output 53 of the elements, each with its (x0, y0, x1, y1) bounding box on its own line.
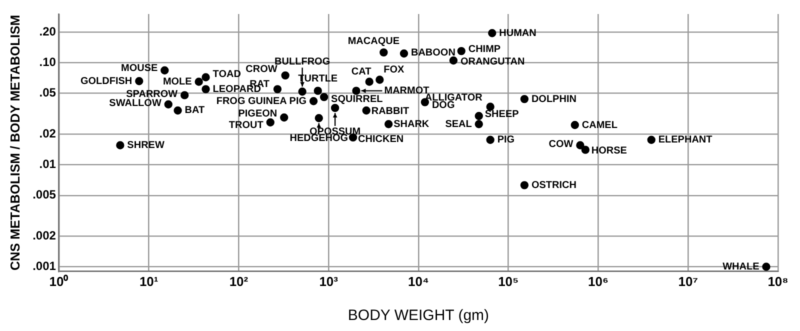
data-label: TOAD (212, 68, 241, 80)
data-label: GOLDFISH (80, 76, 132, 87)
data-label: CHICKEN (358, 134, 404, 146)
x-tick-label: 10⁶ (588, 274, 608, 289)
data-label: DOLPHIN (531, 94, 576, 105)
data-label: SHREW (127, 140, 165, 152)
data-label: BAT (184, 105, 205, 116)
data-label: COW (548, 139, 574, 150)
data-label: CAT (351, 66, 372, 78)
x-tick-label: 10³ (319, 274, 339, 289)
data-label: CAMEL (582, 120, 618, 131)
x-tick-label: 10² (229, 274, 249, 289)
y-tick-label: .05 (39, 86, 56, 100)
x-axis-title: BODY WEIGHT (gm) (348, 307, 490, 324)
data-label: WHALE (722, 261, 760, 272)
data-label: SPARROW (126, 88, 178, 100)
data-label: PIG (497, 134, 515, 146)
data-label: FROG GUINEA PIG (216, 96, 307, 107)
data-label: TROUT (228, 120, 264, 132)
y-tick-label: .005 (32, 188, 56, 202)
x-tick-label: 10⁰ (49, 274, 69, 289)
data-label: RABBIT (371, 106, 410, 118)
data-label: SHEEP (484, 108, 520, 120)
y-tick-label: .20 (39, 24, 56, 38)
data-label: BABOON (410, 47, 456, 58)
y-tick-label: .001 (32, 259, 56, 274)
data-label: FOX (384, 64, 405, 76)
data-label: SQUIRREL (331, 94, 383, 105)
y-tick-label: .02 (39, 126, 56, 140)
data-label: MOUSE (120, 63, 158, 74)
data-label: MACAQUE (348, 36, 400, 48)
data-label: MOLE (162, 76, 192, 88)
data-label: ORANGUTAN (460, 56, 525, 68)
data-label: SWALLOW (109, 98, 162, 110)
data-label: CHIMP (468, 44, 501, 55)
data-label: OSTRICH (531, 180, 576, 191)
x-tick-label: 10⁷ (678, 274, 698, 289)
data-label: DOG (432, 100, 455, 111)
data-label: HORSE (591, 146, 628, 157)
data-label: SHARK (394, 118, 430, 130)
data-label: SEAL (445, 118, 472, 130)
x-tick-label: 10⁵ (498, 274, 519, 289)
x-tick-label: 10⁸ (768, 274, 788, 289)
data-label: HUMAN (499, 28, 536, 39)
data-label: CROW (246, 64, 278, 76)
y-axis-title: CNS METABOLISM / BODY METABOLISM (7, 14, 22, 271)
y-tick-label: .002 (32, 228, 56, 242)
data-label: PIGEON (238, 108, 278, 120)
x-tick-label: 10⁴ (408, 274, 429, 289)
data-label: ELEPHANT (658, 134, 712, 146)
y-tick-label: .10 (39, 54, 56, 69)
x-tick-label: 10¹ (139, 274, 158, 289)
y-tick-label: .01 (39, 157, 56, 172)
